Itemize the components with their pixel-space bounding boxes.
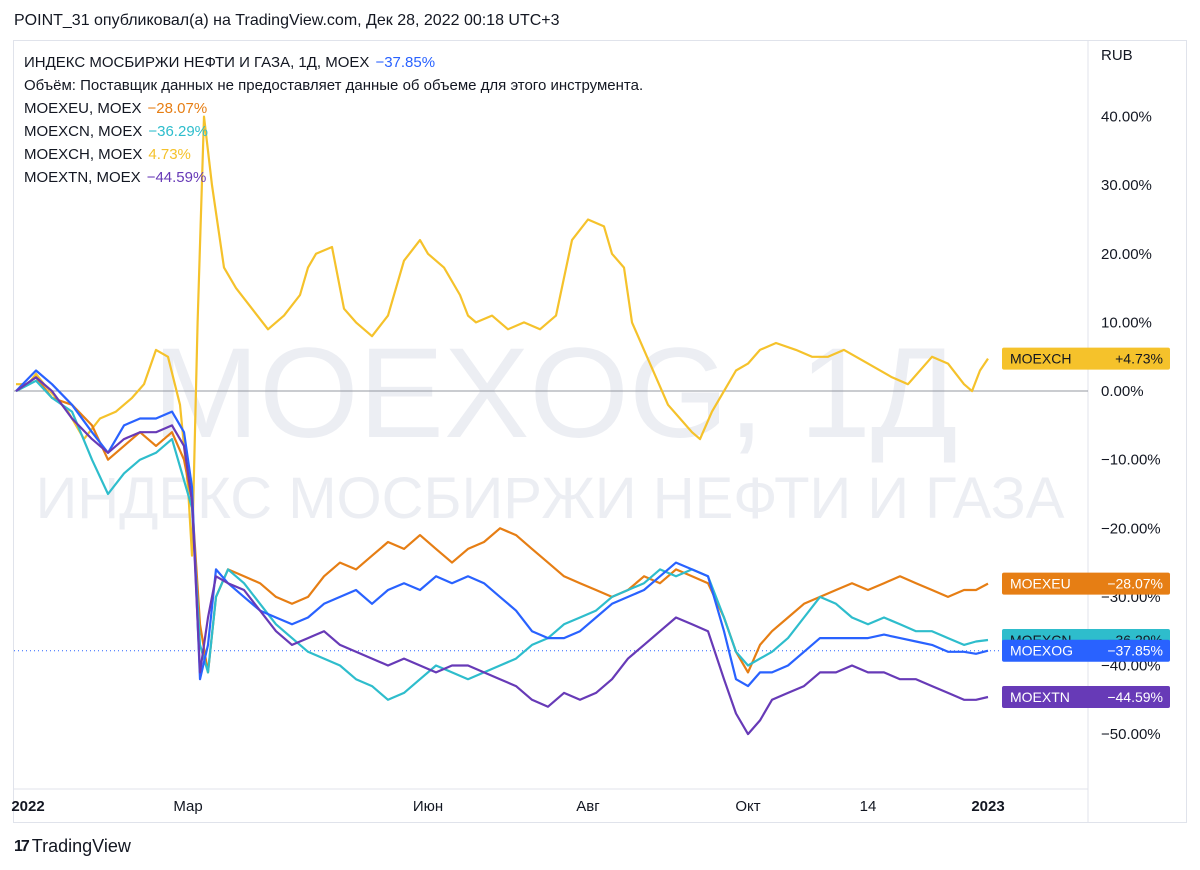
y-tick-label: −20.00% [1101, 520, 1161, 537]
price-label-symbol: MOEXCH [1010, 351, 1071, 367]
tradingview-logo-icon: 17 [14, 837, 30, 855]
legend-label: MOEXCH, MOEX [24, 146, 143, 163]
legend-label: MOEXEU, MOEX [24, 100, 142, 117]
y-tick-label: −50.00% [1101, 726, 1161, 743]
legend-label: MOEXTN, MOEX [24, 169, 141, 186]
price-label-value: +4.73% [1115, 351, 1163, 367]
chart-frame [13, 40, 1187, 823]
legend-value: −28.07% [147, 100, 208, 117]
zero-line [14, 390, 1088, 652]
legend-row-moextn[interactable]: MOEXTN, MOEX −44.59% [24, 166, 643, 189]
series-lines [15, 115, 989, 736]
y-tick-label: 40.00% [1101, 109, 1152, 126]
legend-main-value: −37.85% [375, 54, 436, 71]
y-tick-label: 0.00% [1101, 383, 1144, 400]
watermark-title: ИНДЕКС МОСБИРЖИ НЕФТИ И ГАЗА [36, 466, 1065, 531]
legend: ИНДЕКС МОСБИРЖИ НЕФТИ И ГАЗА, 1Д, MOEX −3… [24, 51, 643, 189]
series-line-moexch [16, 115, 989, 557]
watermark-symbol: MOEXOG, 1Д [152, 322, 957, 465]
series-line-moexcn [15, 379, 989, 701]
y-tick-label: −40.00% [1101, 658, 1161, 675]
currency-label: RUB [1101, 47, 1133, 64]
y-tick-label: 10.00% [1101, 314, 1152, 331]
legend-main-title: ИНДЕКС МОСБИРЖИ НЕФТИ И ГАЗА, 1Д, MOEX [24, 54, 370, 71]
price-label-symbol: MOEXTN [1010, 689, 1070, 705]
x-tick-label: Мар [173, 798, 202, 815]
y-tick-label: −10.00% [1101, 452, 1161, 469]
series-line-moexog [15, 369, 989, 688]
price-labels: MOEXCH+4.73%MOEXEU−28.07%MOEXCN−36.29%MO… [1002, 347, 1170, 708]
series-line-moextn [15, 376, 989, 736]
price-label-moextn: MOEXTN −44.59% [1002, 685, 1170, 708]
legend-value: 4.73% [148, 146, 191, 163]
x-tick-label: 2023 [971, 798, 1004, 815]
price-label-bg [1002, 572, 1170, 595]
y-tick-label: 20.00% [1101, 246, 1152, 263]
price-label-symbol: MOEXOG [1010, 643, 1073, 659]
legend-value: −36.29% [148, 123, 208, 140]
price-label-moexch: MOEXCH +4.73% [1002, 347, 1170, 370]
price-label-bg [1002, 347, 1170, 370]
price-label-value: −44.59% [1107, 689, 1163, 705]
x-tick-label: Окт [735, 798, 760, 815]
legend-row-moexeu[interactable]: MOEXEU, MOEX −28.07% [24, 97, 643, 120]
price-label-bg [1002, 685, 1170, 708]
price-label-bg [1002, 639, 1170, 662]
legend-main-row[interactable]: ИНДЕКС МОСБИРЖИ НЕФТИ И ГАЗА, 1Д, MOEX −3… [24, 51, 643, 74]
x-tick-label: 14 [860, 798, 877, 815]
time-axis[interactable]: 2022 Мар Июн Авг Окт 14 2023 [11, 798, 1004, 815]
legend-row-moexch[interactable]: MOEXCH, MOEX 4.73% [24, 143, 643, 166]
legend-label: MOEXCN, MOEX [24, 123, 143, 140]
watermark: MOEXOG, 1Д ИНДЕКС МОСБИРЖИ НЕФТИ И ГАЗА [36, 322, 1065, 531]
x-tick-label: Авг [576, 798, 600, 815]
publish-line: POINT_31 опубликовал(а) на TradingView.c… [14, 12, 560, 29]
price-label-value: −37.85% [1107, 643, 1163, 659]
legend-value: −44.59% [146, 169, 207, 186]
y-tick-label: 30.00% [1101, 177, 1152, 194]
price-label-symbol: MOEXEU [1010, 576, 1071, 592]
price-label-value: −28.07% [1107, 576, 1163, 592]
price-label-moexog: MOEXOG −37.85% [1002, 639, 1170, 662]
x-tick-label: Июн [413, 798, 443, 815]
footer-brand[interactable]: 17 TradingView [14, 836, 131, 857]
brand-name: TradingView [31, 836, 131, 856]
legend-volume-note: Объём: Поставщик данных не предоставляет… [24, 77, 644, 94]
price-axis[interactable]: 40.00% 30.00% 20.00% 10.00% 0.00% −10.00% −20.… [1101, 109, 1161, 744]
legend-row-moexcn[interactable]: MOEXCN, MOEX −36.29% [24, 120, 643, 143]
x-tick-label: 2022 [11, 798, 44, 815]
price-label-moexeu: MOEXEU −28.07% [1002, 572, 1170, 595]
